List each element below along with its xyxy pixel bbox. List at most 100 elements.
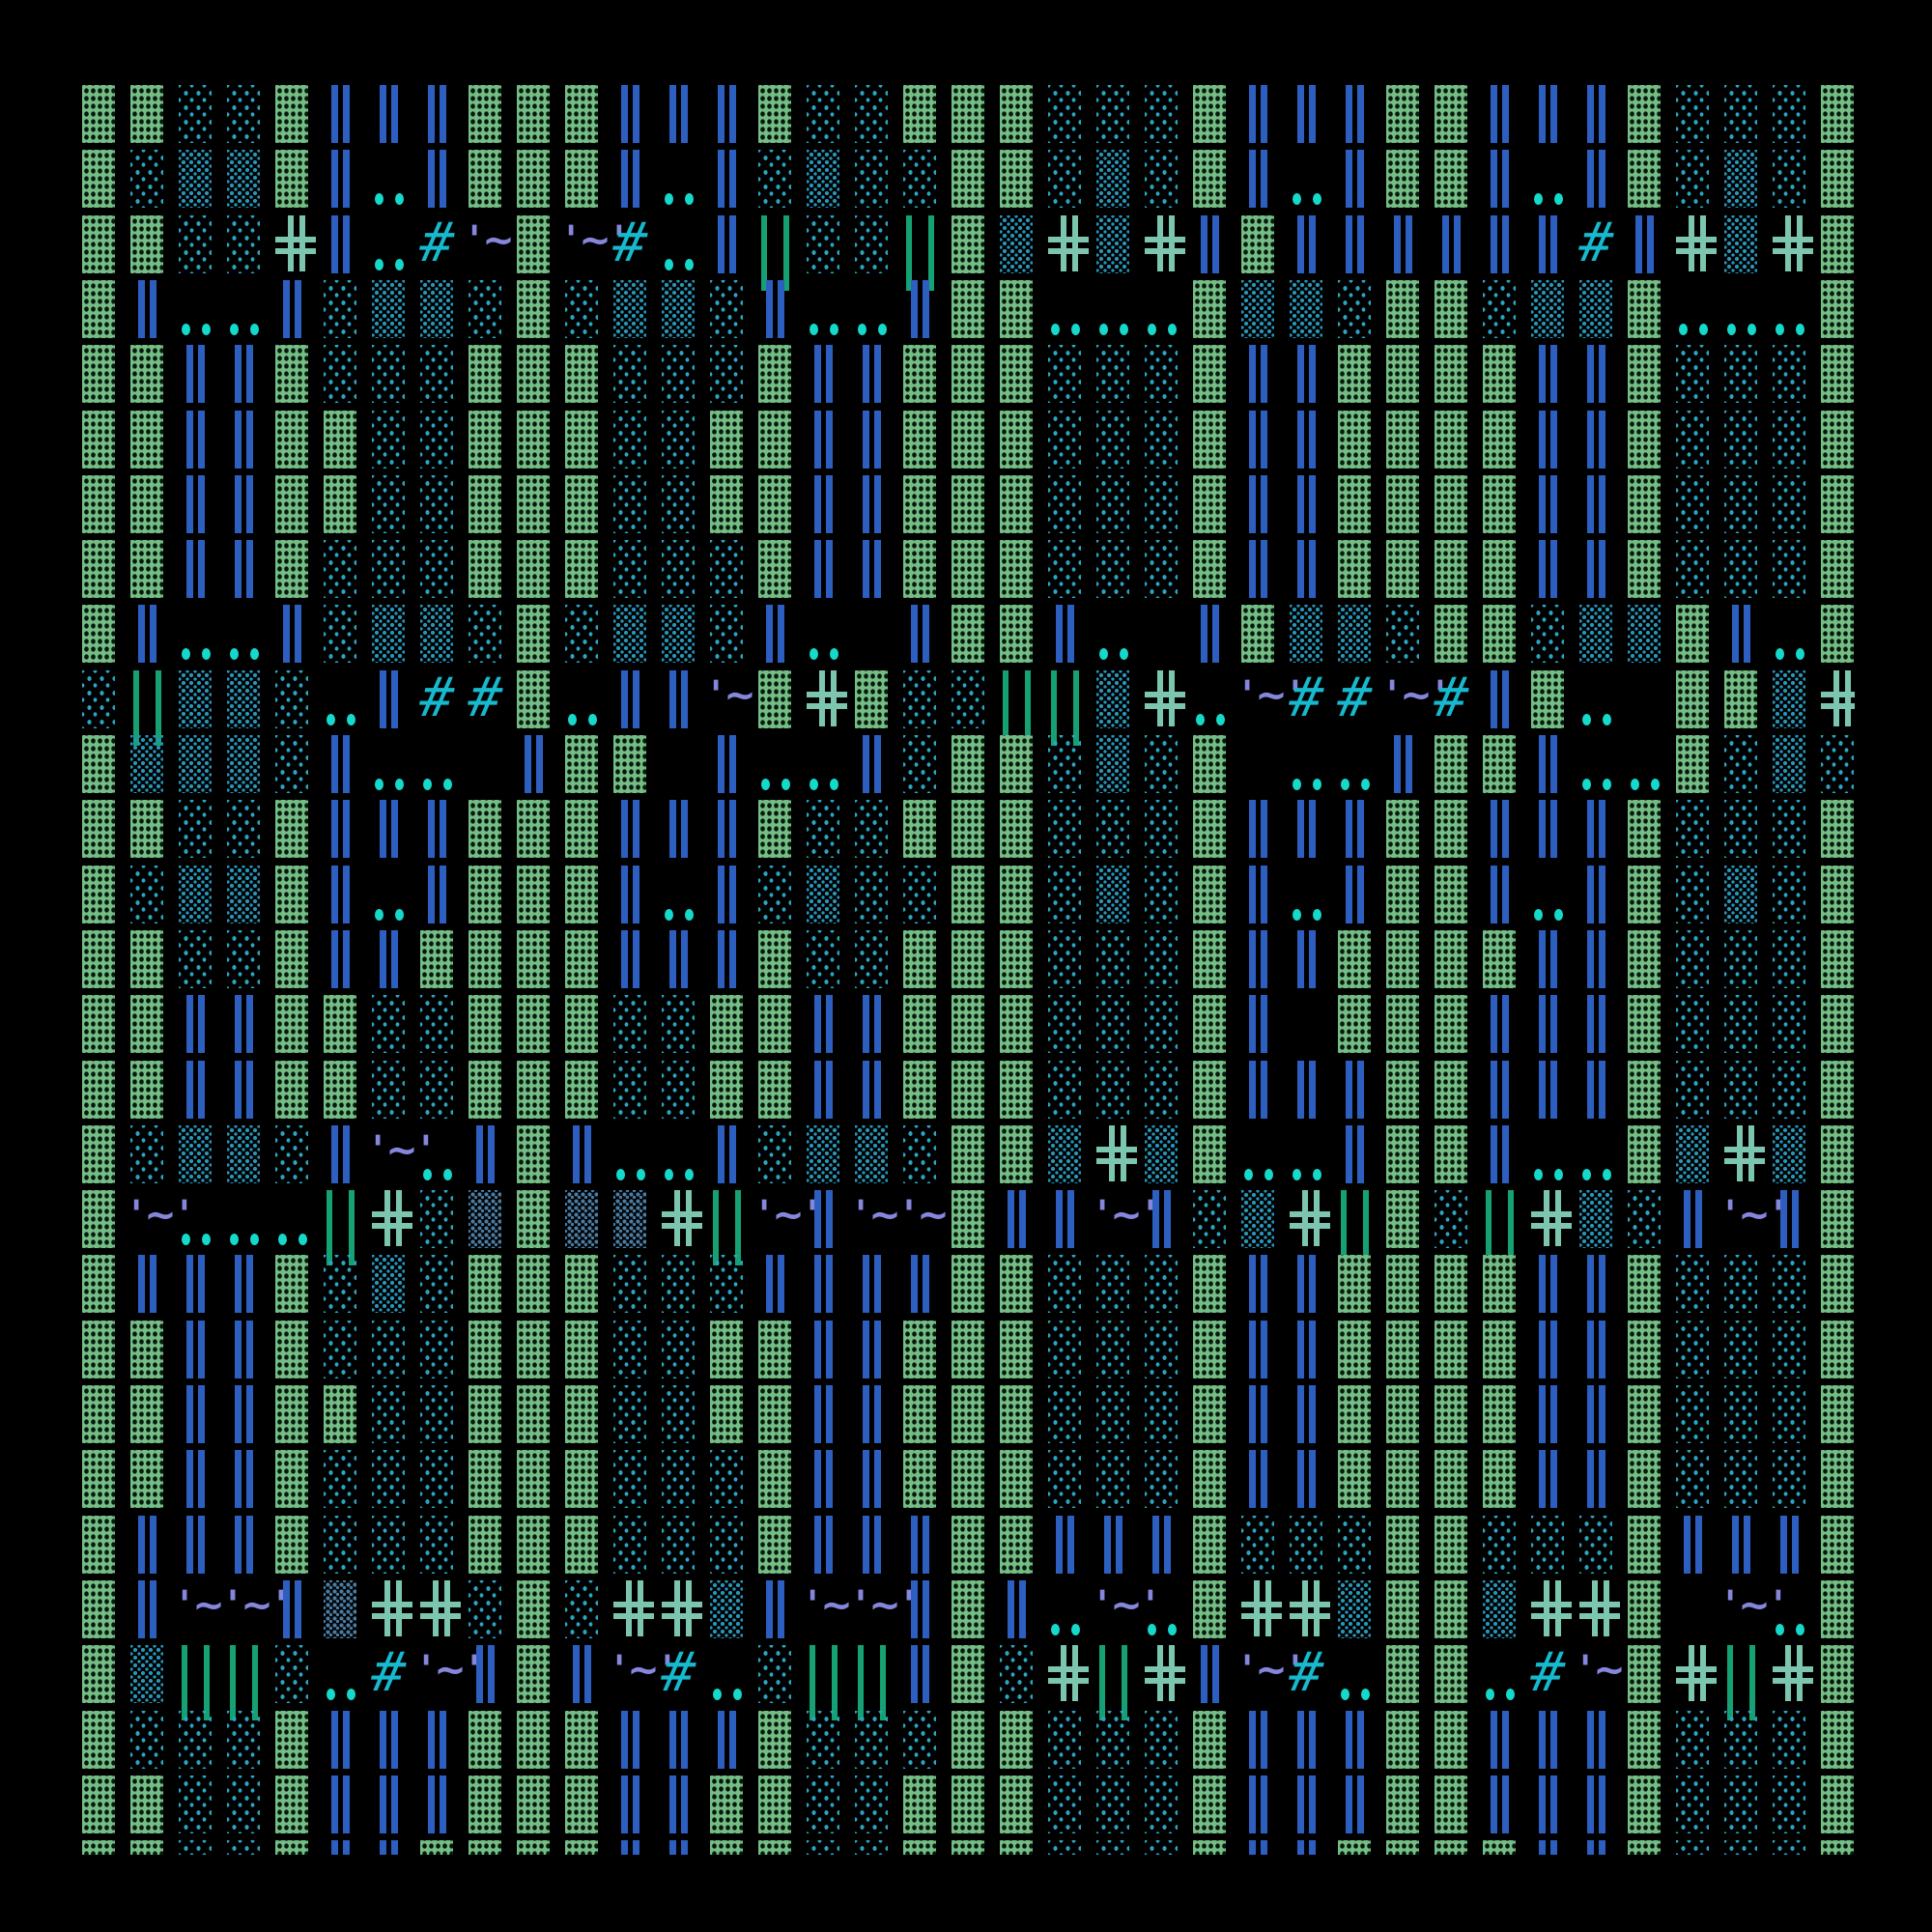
green-weave-block-edge <box>1821 279 1854 338</box>
green-weave-block-edge <box>1821 474 1854 533</box>
teal-dots-sparse-block <box>1048 1320 1081 1378</box>
blue-double-bar-icon <box>1290 214 1322 273</box>
hash-glyph: # <box>608 211 652 274</box>
teal-dots-sparse-block <box>1676 1450 1709 1509</box>
green-weave-block-edge <box>1821 1515 1854 1574</box>
teal-dots-sparse-block <box>1048 540 1081 599</box>
teal-dots-sparse-block <box>1000 1645 1033 1704</box>
teal-dots-sparse-block <box>1628 1190 1661 1249</box>
blue-double-bar-icon <box>1531 1385 1564 1443</box>
green-weave-block <box>1435 150 1467 209</box>
green-weave-block <box>1628 1320 1661 1378</box>
dots-pair-icon <box>1096 605 1129 663</box>
teal-dots-dense-block <box>420 279 453 338</box>
blue-double-bar-icon <box>710 800 743 859</box>
seafoam-cross-icon <box>372 1190 412 1247</box>
teal-dots-sparse-block <box>1724 1385 1757 1443</box>
teal-dots-sparse-block <box>1724 1320 1757 1378</box>
green-weave-block <box>903 995 936 1054</box>
teal-dots-dense-block <box>179 735 212 793</box>
teal-dots-sparse-block <box>420 1255 453 1314</box>
blue-double-bar-icon <box>1483 85 1516 143</box>
green-weave-block <box>275 345 308 404</box>
green-weave-block <box>517 995 550 1054</box>
teal-dots-sparse-block <box>82 669 115 728</box>
green-weave-block <box>903 800 936 859</box>
teal-dots-sparse-block <box>1483 279 1516 338</box>
teal-dots-sparse-block <box>1048 474 1081 533</box>
blue-double-bar-icon <box>372 1775 405 1833</box>
blue-double-bar-icon <box>1386 214 1419 273</box>
green-weave-block-edge <box>1821 1124 1854 1183</box>
blue-double-bar-icon <box>807 1255 839 1314</box>
green-weave-block <box>1000 410 1033 469</box>
blue-double-bar-icon <box>179 474 212 533</box>
blue-double-bar-icon <box>1338 214 1371 273</box>
dots-pair-icon <box>565 670 598 728</box>
green-weave-block <box>517 540 550 599</box>
green-weave-block <box>82 1190 115 1249</box>
green-weave-block <box>1483 1385 1516 1443</box>
teal-dots-sparse-block <box>420 1190 453 1249</box>
teal-dots-sparse-block <box>1724 1255 1757 1314</box>
green-weave-block <box>758 1515 791 1574</box>
green-weave-block-edge <box>1821 1840 1854 1855</box>
teal-dots-sparse-block <box>1724 410 1757 469</box>
green-weave-block <box>275 865 308 923</box>
teal-dots-sparse-block <box>662 540 695 599</box>
dots-pair-icon <box>1193 670 1226 728</box>
teal-dots-sparse-block <box>1676 150 1709 209</box>
blue-double-bar-icon <box>1531 410 1564 469</box>
blue-double-bar-icon <box>1579 1775 1612 1833</box>
dots-pair-icon <box>179 280 212 338</box>
teal-dots-sparse-block <box>662 1515 695 1574</box>
green-double-bar-icon <box>1000 669 1033 746</box>
teal-dots-sparse-block <box>420 410 453 469</box>
green-weave-block <box>82 540 115 599</box>
dots-pair-icon <box>1338 735 1371 793</box>
blue-double-bar-icon <box>903 1255 936 1314</box>
blue-double-bar-icon <box>324 929 356 988</box>
teal-dots-sparse-block <box>1048 929 1081 988</box>
tilde-glyph: '~' <box>1241 672 1304 718</box>
green-weave-block <box>1386 995 1419 1054</box>
green-weave-block <box>565 800 598 859</box>
dots-pair-icon <box>1483 1645 1516 1703</box>
green-weave-block <box>1435 345 1467 404</box>
dots-pair-icon <box>1579 735 1612 793</box>
green-weave-block <box>1000 1255 1033 1314</box>
green-weave-block <box>130 85 163 143</box>
teal-dots-sparse-block <box>1145 995 1178 1054</box>
green-weave-block <box>275 474 308 533</box>
teal-dots-sparse-block <box>662 1385 695 1443</box>
green-weave-block <box>517 865 550 923</box>
green-weave-block-edge <box>1821 995 1854 1054</box>
blue-double-bar-icon <box>807 1060 839 1119</box>
teal-dots-dense-block <box>807 1124 839 1183</box>
green-weave-block <box>1483 1255 1516 1314</box>
green-weave-block <box>517 1645 550 1704</box>
teal-dots-dense-block <box>1579 605 1612 664</box>
blue-double-bar-icon <box>179 1385 212 1443</box>
teal-dots-sparse-block <box>855 800 888 859</box>
teal-dots-dense-block <box>710 1579 743 1638</box>
blue-double-bar-icon <box>372 85 405 143</box>
green-weave-block-edge <box>1821 1060 1854 1119</box>
teal-dots-dense-block <box>1048 1124 1081 1183</box>
teal-dots-sparse-block <box>1724 1840 1757 1855</box>
teal-dots-sparse-block <box>903 865 936 923</box>
green-weave-block <box>1386 865 1419 923</box>
blue-double-bar-icon <box>1193 1645 1226 1704</box>
green-weave-block <box>1435 540 1467 599</box>
green-weave-block-edge <box>1821 85 1854 143</box>
green-weave-block <box>1435 1515 1467 1574</box>
green-weave-block <box>1435 605 1467 664</box>
dots-pair-icon <box>1048 1580 1081 1638</box>
green-weave-block <box>275 540 308 599</box>
teal-dots-sparse-block <box>227 1710 260 1769</box>
green-weave-block <box>517 1579 550 1638</box>
green-weave-block <box>1435 1579 1467 1638</box>
dots-pair-icon <box>372 866 405 923</box>
blue-double-bar-icon <box>1483 800 1516 859</box>
blue-double-bar-icon <box>903 605 936 664</box>
